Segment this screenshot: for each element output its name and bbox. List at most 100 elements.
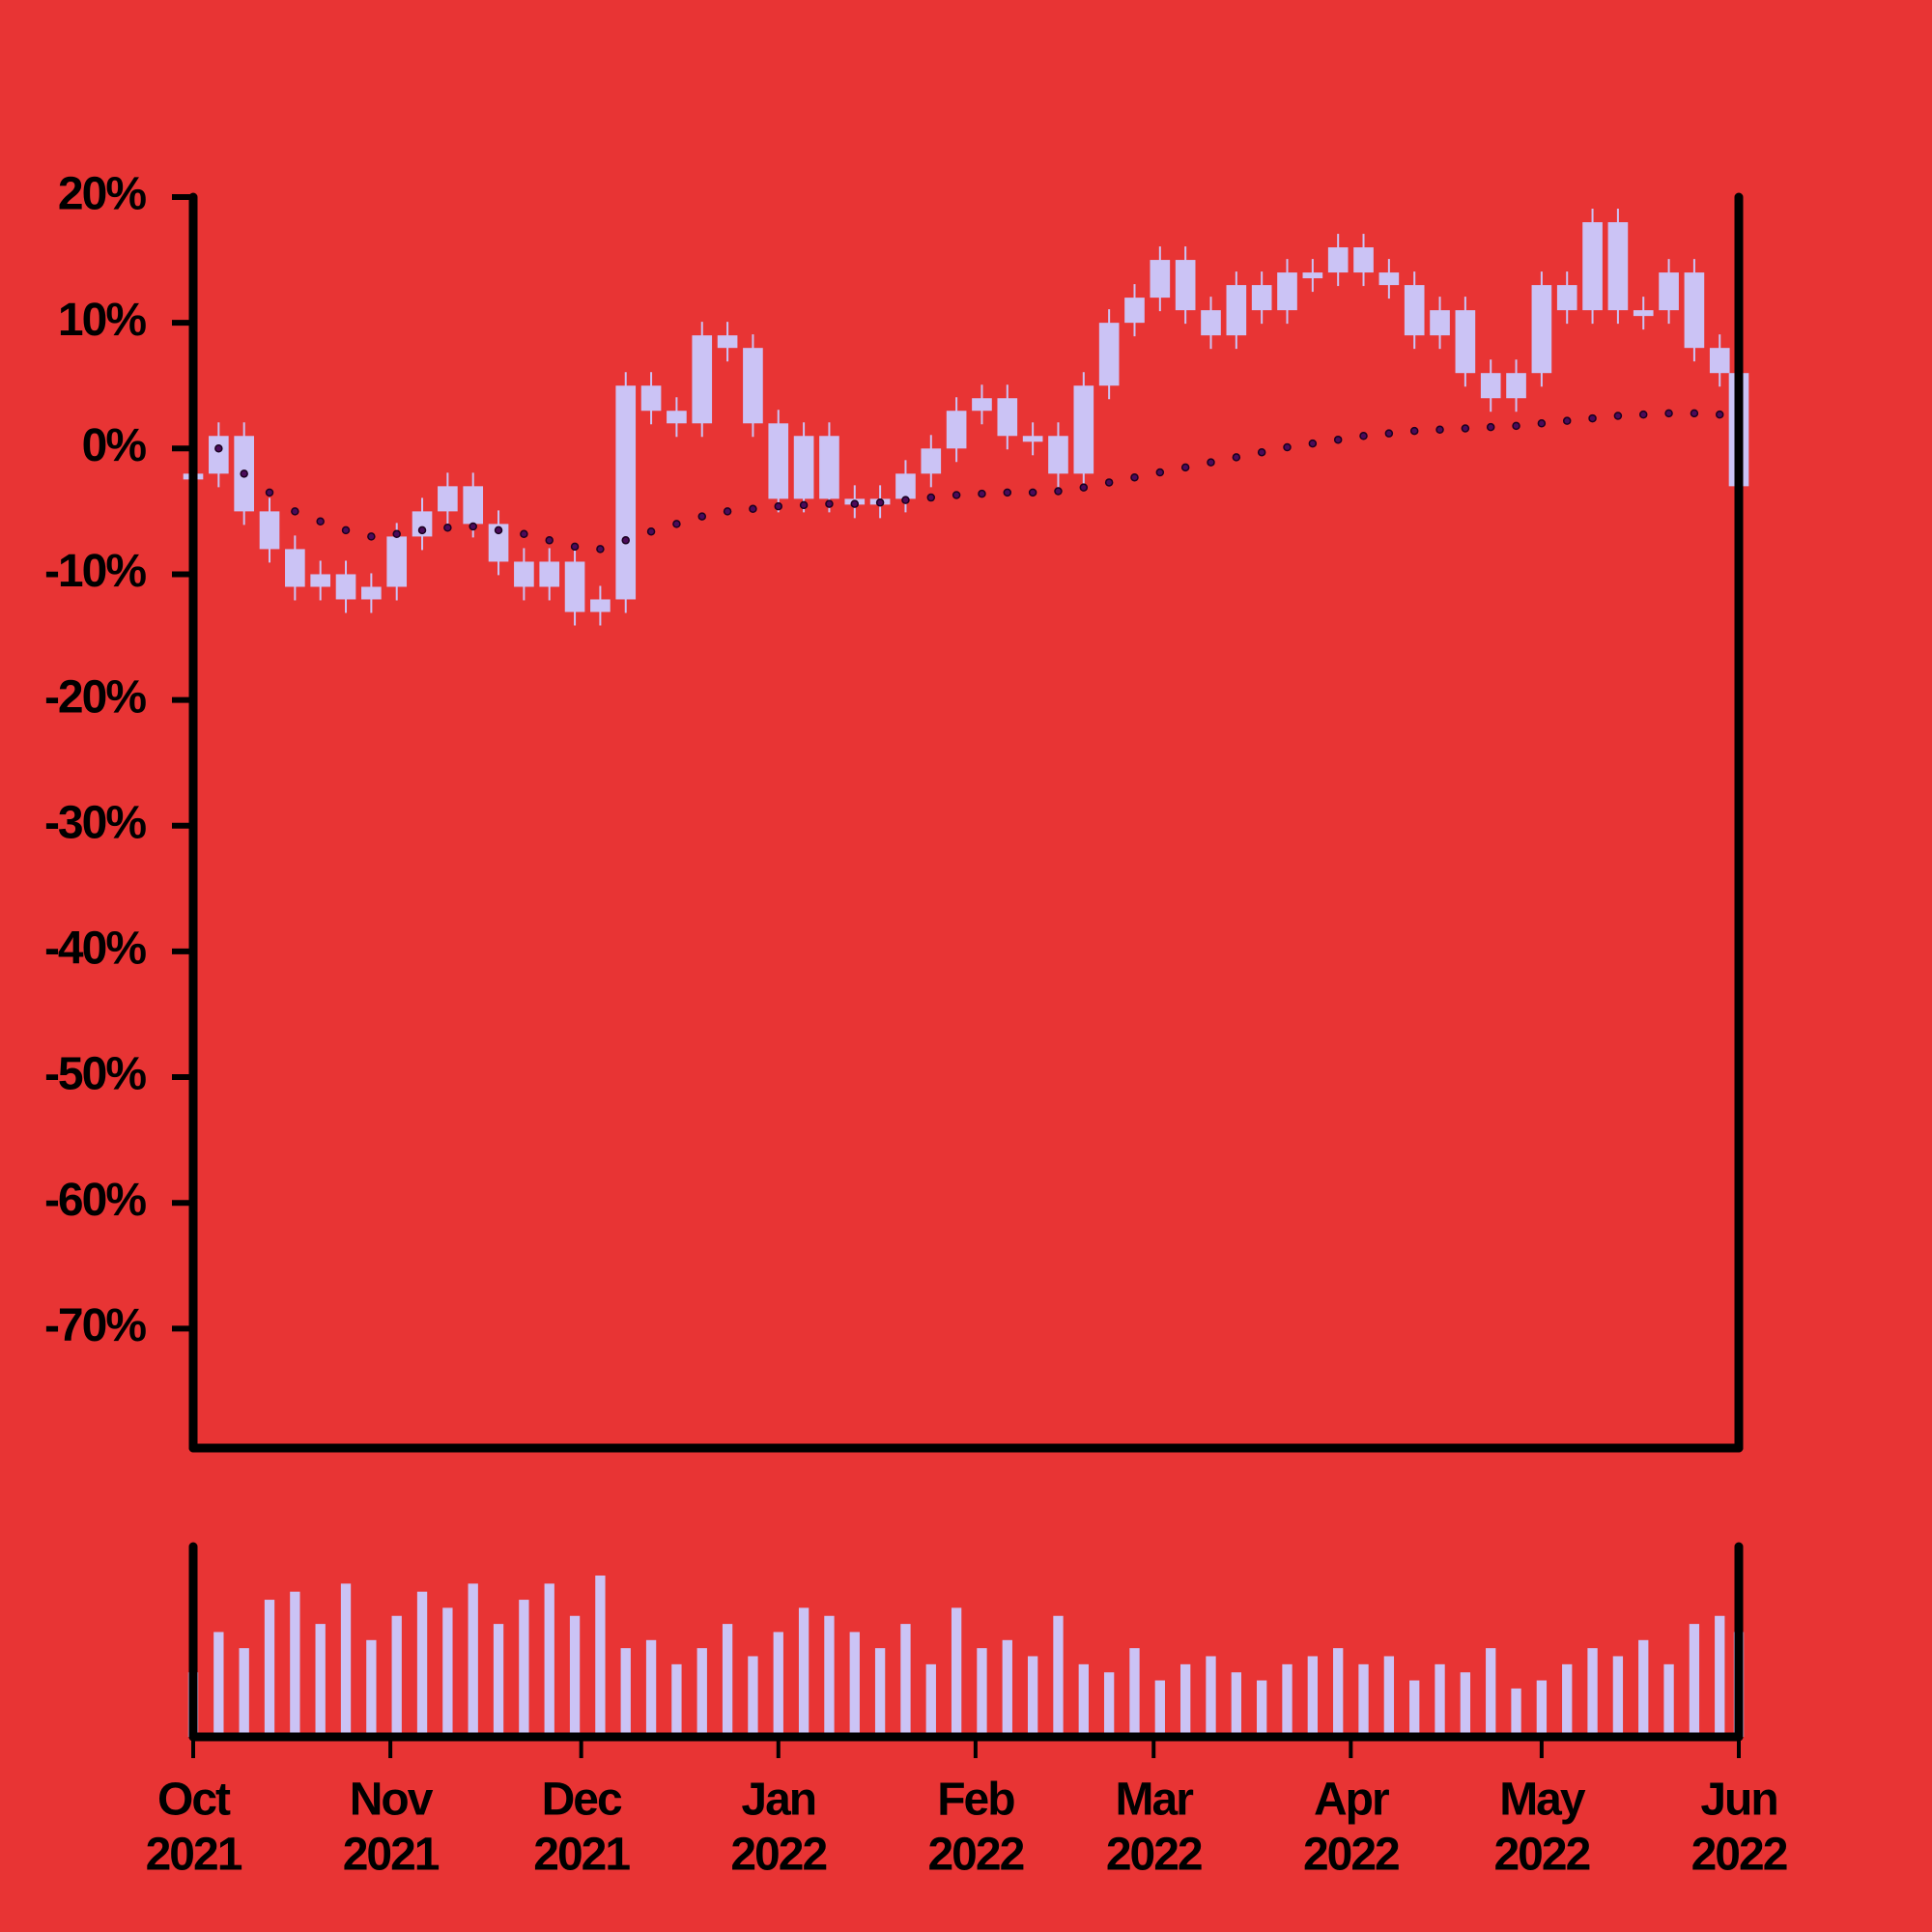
y-tick-label: -60%	[44, 1175, 146, 1226]
ma-dot	[621, 536, 630, 545]
candle	[1251, 285, 1272, 311]
candle	[946, 411, 967, 449]
volume-bar	[340, 1583, 352, 1737]
candle	[667, 411, 687, 424]
ma-dot	[1155, 468, 1165, 477]
volume-bar	[874, 1648, 886, 1737]
candle	[1684, 272, 1705, 349]
volume-bar	[1638, 1639, 1649, 1737]
volume-bar	[1206, 1656, 1216, 1737]
candle	[1556, 285, 1577, 311]
ma-dot	[417, 526, 427, 535]
x-tick-label: Dec	[542, 1775, 622, 1826]
ma-dot	[1359, 432, 1368, 440]
volume-bar	[1154, 1680, 1165, 1737]
ma-dot	[1435, 425, 1444, 435]
volume-bar	[264, 1600, 275, 1737]
ma-dot	[469, 522, 477, 531]
candle	[1302, 272, 1323, 279]
volume-bar	[1231, 1672, 1241, 1737]
ma-dot	[723, 507, 732, 516]
candle	[1353, 247, 1374, 273]
volume-bar	[442, 1607, 453, 1737]
ma-dot	[341, 526, 351, 535]
candle	[1150, 260, 1171, 298]
ma-dot	[1588, 413, 1597, 423]
volume-bar	[925, 1663, 936, 1737]
volume-bar	[798, 1607, 810, 1737]
volume-bar	[416, 1591, 428, 1737]
volume-bar	[1562, 1663, 1573, 1737]
candle	[386, 536, 408, 587]
ma-dot	[1715, 410, 1724, 419]
y-tick-label: -20%	[44, 671, 146, 723]
candle	[564, 561, 585, 612]
volume-bar	[213, 1632, 224, 1737]
volume-bar	[849, 1632, 860, 1737]
ma-dot	[978, 489, 986, 498]
volume-bar	[1358, 1663, 1369, 1737]
ma-dot	[1232, 453, 1241, 462]
x-tick-label: 2022	[1303, 1830, 1399, 1881]
candle	[438, 486, 458, 512]
volume-bar	[1333, 1648, 1344, 1737]
candle	[921, 448, 942, 474]
volume-bar	[1536, 1680, 1548, 1737]
volume-bar	[1409, 1680, 1420, 1737]
volume-bar	[1027, 1656, 1038, 1737]
y-tick-label: -40%	[44, 923, 146, 975]
ma-dot	[1664, 409, 1673, 418]
ma-dot	[1054, 487, 1063, 496]
ma-dot	[875, 498, 885, 507]
ma-dot	[214, 444, 223, 453]
volume-bar	[1078, 1663, 1089, 1737]
candle	[1022, 436, 1043, 442]
candle	[1455, 310, 1476, 374]
candle	[1277, 272, 1297, 311]
candle	[1531, 285, 1552, 374]
ma-dot	[952, 491, 961, 499]
x-tick-label: 2022	[1493, 1830, 1589, 1881]
volume-bar	[645, 1639, 657, 1737]
volume-bar	[366, 1639, 377, 1737]
x-tick-label: May	[1499, 1775, 1586, 1826]
volume-bar	[1002, 1639, 1012, 1737]
candle	[209, 436, 229, 474]
x-tick-label: 2021	[146, 1830, 242, 1881]
volume-bar	[1612, 1656, 1624, 1737]
ma-dot	[1079, 483, 1089, 492]
candle	[692, 335, 713, 424]
candle	[590, 599, 611, 612]
x-tick-label: Jun	[1700, 1775, 1776, 1826]
candle	[793, 436, 814, 499]
x-tick-label: 2022	[1106, 1830, 1202, 1881]
candle	[488, 524, 509, 562]
candle	[972, 398, 992, 412]
volume-bar	[493, 1624, 504, 1737]
volume-bar	[824, 1615, 835, 1737]
candle	[1048, 436, 1068, 474]
candle	[310, 574, 331, 587]
ma-dot	[774, 501, 783, 511]
candle	[1378, 272, 1400, 286]
ma-dot	[926, 493, 936, 502]
y-tick-label: -30%	[44, 797, 146, 848]
volume-bar	[290, 1591, 300, 1737]
ma-dot	[901, 496, 910, 504]
ma-dot	[1384, 429, 1394, 438]
candle	[1430, 310, 1450, 336]
volume-bar	[519, 1600, 529, 1737]
candle	[514, 561, 534, 587]
ma-dot	[1409, 426, 1419, 436]
ma-dot	[672, 520, 681, 528]
candle	[615, 385, 637, 600]
candle	[768, 423, 789, 499]
ma-dot	[697, 512, 706, 521]
candle	[1327, 247, 1349, 273]
candle	[1404, 285, 1425, 336]
x-tick-label: Mar	[1116, 1775, 1194, 1826]
x-tick-label: 2021	[533, 1830, 630, 1881]
y-tick-label: -50%	[44, 1049, 146, 1100]
candle	[997, 398, 1018, 437]
